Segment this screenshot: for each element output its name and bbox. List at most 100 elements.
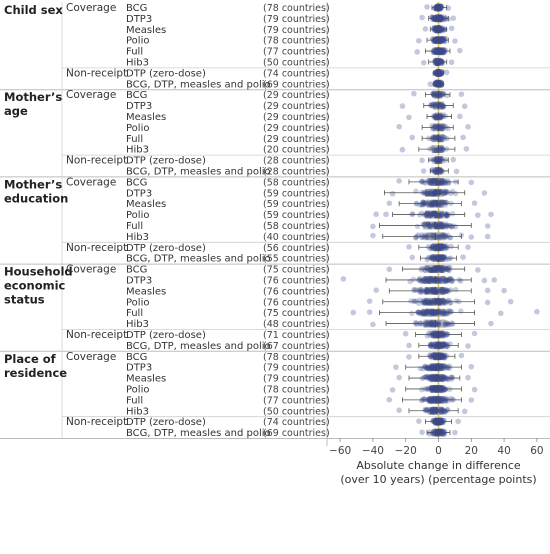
- data-point: [433, 80, 440, 86]
- data-point: [435, 80, 442, 86]
- data-point: [424, 191, 431, 197]
- data-point: [438, 114, 444, 121]
- data-point: [435, 330, 441, 337]
- row-country-count: (75 countries): [263, 308, 330, 319]
- data-point: [442, 232, 448, 239]
- data-point: [434, 341, 440, 348]
- data-point: [434, 265, 441, 271]
- data-point: [442, 255, 448, 261]
- data-point: [434, 201, 441, 208]
- outlier-point: [457, 47, 463, 54]
- data-point: [437, 82, 443, 88]
- data-point: [440, 298, 446, 304]
- data-point: [435, 26, 442, 32]
- data-point: [431, 365, 437, 372]
- data-point: [424, 288, 430, 294]
- data-point: [422, 406, 428, 413]
- data-point: [431, 365, 437, 371]
- data-point: [439, 254, 445, 261]
- data-point: [439, 246, 445, 252]
- data-point: [436, 80, 442, 86]
- data-point: [437, 126, 444, 132]
- data-point: [447, 275, 453, 282]
- outlier-point: [501, 287, 507, 294]
- data-point: [420, 289, 427, 295]
- data-point: [437, 430, 443, 436]
- outlier-point: [370, 232, 376, 239]
- data-point: [434, 256, 441, 262]
- box: [423, 276, 446, 284]
- data-point: [436, 102, 443, 109]
- data-point: [426, 429, 433, 435]
- data-point: [426, 406, 432, 413]
- data-point: [434, 298, 440, 304]
- data-point: [425, 287, 432, 294]
- data-point: [437, 113, 443, 119]
- data-point: [434, 191, 441, 198]
- data-point: [431, 92, 437, 98]
- outlier-point: [370, 321, 376, 328]
- data-point: [435, 136, 442, 142]
- data-point: [424, 288, 431, 294]
- data-point: [435, 363, 441, 369]
- data-point: [436, 25, 442, 31]
- data-point: [435, 123, 442, 130]
- data-point: [435, 26, 442, 33]
- data-point: [433, 311, 439, 317]
- data-point: [429, 331, 436, 337]
- data-point: [433, 244, 440, 250]
- data-point: [436, 70, 443, 77]
- row-indicator-label: Hib3: [126, 319, 149, 330]
- data-point: [438, 48, 445, 55]
- outlier-point: [399, 146, 406, 153]
- data-point: [422, 363, 428, 370]
- data-point: [437, 429, 443, 435]
- data-point: [438, 341, 444, 348]
- data-point: [427, 267, 434, 273]
- box: [428, 178, 444, 186]
- data-point: [436, 5, 442, 11]
- data-point: [434, 169, 440, 175]
- data-point: [437, 47, 443, 53]
- data-point: [436, 189, 442, 195]
- data-point: [424, 308, 430, 315]
- data-point: [429, 200, 435, 206]
- data-point: [426, 374, 432, 381]
- data-point: [449, 397, 455, 403]
- data-point: [431, 267, 438, 273]
- row-indicator-label: BCG, DTP, measles and polio: [126, 254, 271, 265]
- data-point: [442, 363, 448, 369]
- data-point: [434, 70, 441, 76]
- data-point: [438, 409, 445, 416]
- data-point: [435, 264, 442, 271]
- block-type-label: Coverage: [66, 89, 116, 101]
- data-point: [434, 352, 440, 359]
- data-point: [433, 37, 439, 43]
- data-point: [438, 36, 445, 42]
- data-point: [440, 47, 446, 54]
- data-point: [436, 48, 442, 54]
- data-point: [425, 288, 431, 295]
- data-point: [432, 102, 439, 109]
- data-point: [441, 395, 447, 402]
- data-point: [439, 254, 446, 260]
- data-point: [435, 28, 441, 34]
- data-point: [440, 374, 447, 381]
- outlier-point: [420, 59, 427, 66]
- data-point: [436, 49, 442, 55]
- data-point: [426, 177, 433, 184]
- data-point: [429, 180, 436, 187]
- data-point: [440, 254, 447, 261]
- data-point: [417, 287, 423, 293]
- row-indicator-label: Full: [126, 395, 143, 406]
- data-point: [434, 276, 440, 283]
- data-point: [440, 103, 446, 110]
- data-point: [429, 364, 435, 370]
- data-point: [439, 211, 445, 217]
- data-point: [434, 177, 440, 184]
- data-point: [436, 255, 442, 261]
- data-point: [436, 213, 443, 219]
- data-point: [437, 254, 443, 261]
- data-point: [440, 275, 447, 282]
- data-point: [428, 267, 434, 273]
